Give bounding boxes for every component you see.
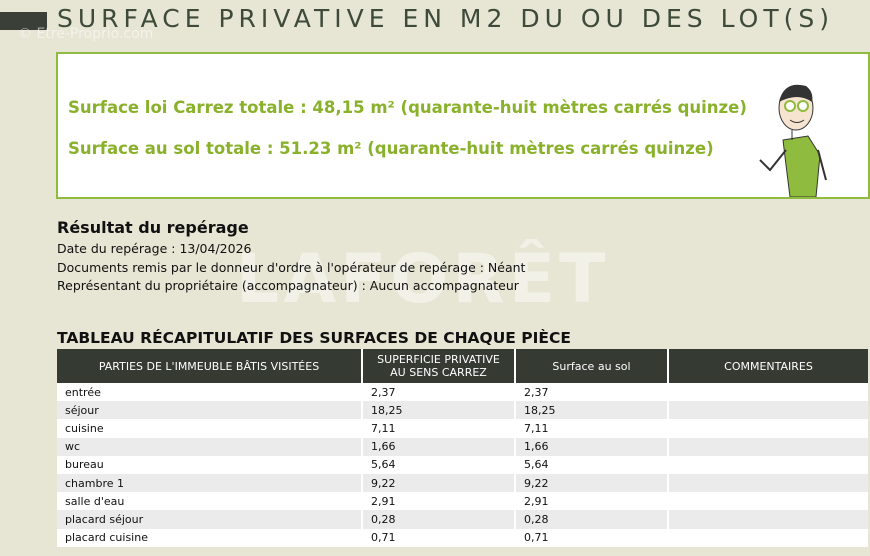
table-row: salle d'eau 2,91 2,91 <box>57 492 868 511</box>
table-cell: 2,91 <box>514 492 668 511</box>
summary-line: Surface loi Carrez totale : 48,15 m² (qu… <box>68 98 747 117</box>
header-row: PARTIES DE L'IMMEUBLE BÂTIS VISITÉES SUPE… <box>57 349 868 383</box>
comment-cell <box>667 383 868 402</box>
table-cell: 5,64 <box>514 455 668 474</box>
summary-line: Surface au sol totale : 51.23 m² (quaran… <box>68 139 714 158</box>
table-cell: 7,11 <box>514 419 668 438</box>
table-row: chambre 1 9,22 9,22 <box>57 473 868 493</box>
table-row: bureau 5,64 5,64 <box>57 455 868 474</box>
table-cell: 18,25 <box>514 401 668 420</box>
table-cell: 5,64 <box>361 455 515 474</box>
result-line: Date du repérage : 13/04/2026 <box>57 241 252 256</box>
result-line: Documents remis par le donneur d'ordre à… <box>57 260 526 275</box>
table-cell: placard séjour <box>57 510 362 529</box>
comment-cell <box>667 510 868 529</box>
table-cell: salle d'eau <box>57 492 362 511</box>
table-row: wc 1,66 1,66 <box>57 437 868 456</box>
comment-cell <box>667 473 868 493</box>
column-header: PARTIES DE L'IMMEUBLE BÂTIS VISITÉES <box>57 349 362 383</box>
table-row: placard séjour 0,28 0,28 <box>57 510 868 529</box>
character-illustration <box>759 84 827 197</box>
comment-cell <box>667 437 868 456</box>
table-cell: 0,28 <box>514 510 668 529</box>
page-title: SURFACE PRIVATIVE EN M2 DU OU DES LOT(S) <box>57 4 834 33</box>
table-cell: 2,37 <box>514 383 668 402</box>
surface-table: PARTIES DE L'IMMEUBLE BÂTIS VISITÉES SUPE… <box>57 349 868 547</box>
table-cell: 18,25 <box>361 401 515 420</box>
column-header: Surface au sol <box>514 349 668 383</box>
summary-box: Surface loi Carrez totale : 48,15 m² (qu… <box>56 52 870 199</box>
table-cell: 9,22 <box>514 473 668 493</box>
table-row: séjour 18,25 18,25 <box>57 401 868 420</box>
table-cell: bureau <box>57 455 362 474</box>
table-cell: 0,28 <box>361 510 515 529</box>
table-cell: 1,66 <box>361 437 515 456</box>
comment-cell <box>667 401 868 420</box>
table-title: TABLEAU RÉCAPITULATIF DES SURFACES DE CH… <box>57 329 571 347</box>
section-title: Résultat du repérage <box>57 218 249 237</box>
comment-cell <box>667 419 868 438</box>
table-row: placard cuisine 0,71 0,71 <box>57 528 868 547</box>
table-cell: wc <box>57 437 362 456</box>
result-line: Représentant du propriétaire (accompagna… <box>57 278 519 293</box>
comment-cell <box>667 528 868 547</box>
table-cell: 0,71 <box>514 528 668 547</box>
table-cell: placard cuisine <box>57 528 362 547</box>
table-row: entrée 2,37 2,37 <box>57 383 868 402</box>
brand-watermark: LAFORÊT <box>236 240 610 319</box>
table-cell: séjour <box>57 401 362 420</box>
header-bar <box>0 12 47 30</box>
table-cell: 1,66 <box>514 437 668 456</box>
watermark: © Etre-Proprio.com <box>18 26 154 42</box>
table-cell: entrée <box>57 383 362 402</box>
comment-cell <box>667 455 868 474</box>
table-cell: 0,71 <box>361 528 515 547</box>
table-cell: chambre 1 <box>57 473 362 493</box>
table-cell: 2,91 <box>361 492 515 511</box>
table-cell: 2,37 <box>361 383 515 402</box>
column-header: COMMENTAIRES <box>667 349 868 383</box>
table-cell: 9,22 <box>361 473 515 493</box>
table-cell: 7,11 <box>361 419 515 438</box>
table-row: cuisine 7,11 7,11 <box>57 419 868 438</box>
column-header: SUPERFICIE PRIVATIVE AU SENS CARREZ <box>361 349 515 383</box>
comment-cell <box>667 492 868 511</box>
table-cell: cuisine <box>57 419 362 438</box>
